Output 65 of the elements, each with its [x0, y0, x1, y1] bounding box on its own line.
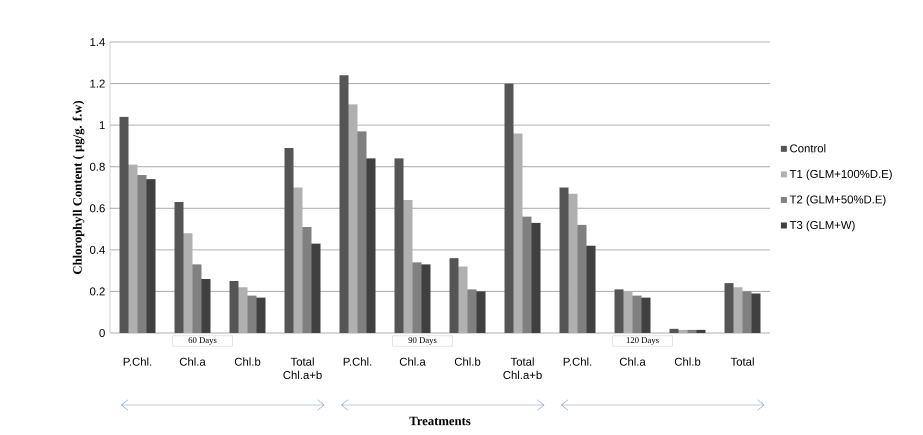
x-tick-label: Chl.b [454, 357, 480, 366]
bar [146, 179, 156, 333]
text: 60 Days [188, 337, 217, 345]
x-tick-label: Total Chl.a+b [503, 357, 542, 380]
x-tick-label: Chl.b [234, 357, 260, 366]
bar [138, 175, 146, 333]
bar [422, 264, 431, 333]
bar [688, 330, 697, 333]
y-tick-label: 0.6 [90, 204, 105, 212]
y-tick-label: 0.2 [90, 287, 105, 296]
bar [532, 222, 541, 333]
bar [696, 330, 706, 333]
y-tick-label: 0.4 [90, 246, 105, 254]
bar [256, 298, 266, 333]
bar [302, 226, 312, 333]
bar [192, 264, 202, 333]
bar [366, 158, 376, 333]
x-axis-title: Treatments [409, 416, 470, 426]
bar [522, 216, 532, 333]
bar [632, 296, 642, 333]
y-tick-label: 0 [99, 328, 105, 338]
text: 120 Days [626, 337, 659, 345]
y-tick-label: 0.8 [90, 162, 105, 171]
x-tick-label: Chl.b [674, 357, 700, 366]
x-tick-label: Chl.a [180, 357, 206, 366]
bar [614, 289, 624, 333]
bar [312, 244, 321, 333]
bar [248, 296, 257, 333]
x-tick-label: P.Chl. [124, 357, 152, 366]
bar [358, 131, 367, 333]
bar [670, 328, 679, 333]
bar [202, 278, 211, 333]
bar [230, 281, 239, 333]
y-axis-title: Chlorophyll Content ( µg/g. f.w) [72, 100, 84, 274]
bar [476, 291, 486, 333]
y-tick-label: 1.2 [90, 80, 105, 88]
bar [284, 148, 294, 333]
legend-label: T3 (GLM+W) [790, 220, 855, 232]
x-tick-label: P.Chl. [344, 357, 372, 366]
x-tick-label: Chl.a [620, 357, 646, 366]
bar [412, 262, 422, 333]
bar [586, 246, 596, 333]
x-tick-label: Total [730, 357, 754, 366]
bar [578, 224, 587, 333]
bar [504, 84, 514, 333]
bar [742, 291, 752, 333]
x-tick-label: P.Chl. [564, 357, 592, 366]
bar [724, 283, 734, 333]
bar [642, 298, 651, 333]
bar [752, 294, 761, 333]
legend-label: Control [790, 144, 826, 152]
y-tick-label: 1 [100, 121, 105, 130]
bar [450, 258, 459, 333]
x-tick-label: Total Chl.a+b [283, 357, 322, 380]
legend-label: T2 (GLM+50%D.E) [790, 195, 886, 206]
bar [174, 202, 184, 333]
y-tick-label: 1.4 [90, 38, 105, 46]
text: 90 Days [408, 337, 437, 345]
legend-label: T1 (GLM+100%D.E) [790, 170, 892, 180]
x-tick-label: Chl.a [400, 357, 426, 366]
bar [560, 188, 569, 333]
bar [394, 158, 404, 333]
bar [120, 116, 128, 333]
bar [340, 75, 349, 333]
bar [468, 289, 477, 333]
